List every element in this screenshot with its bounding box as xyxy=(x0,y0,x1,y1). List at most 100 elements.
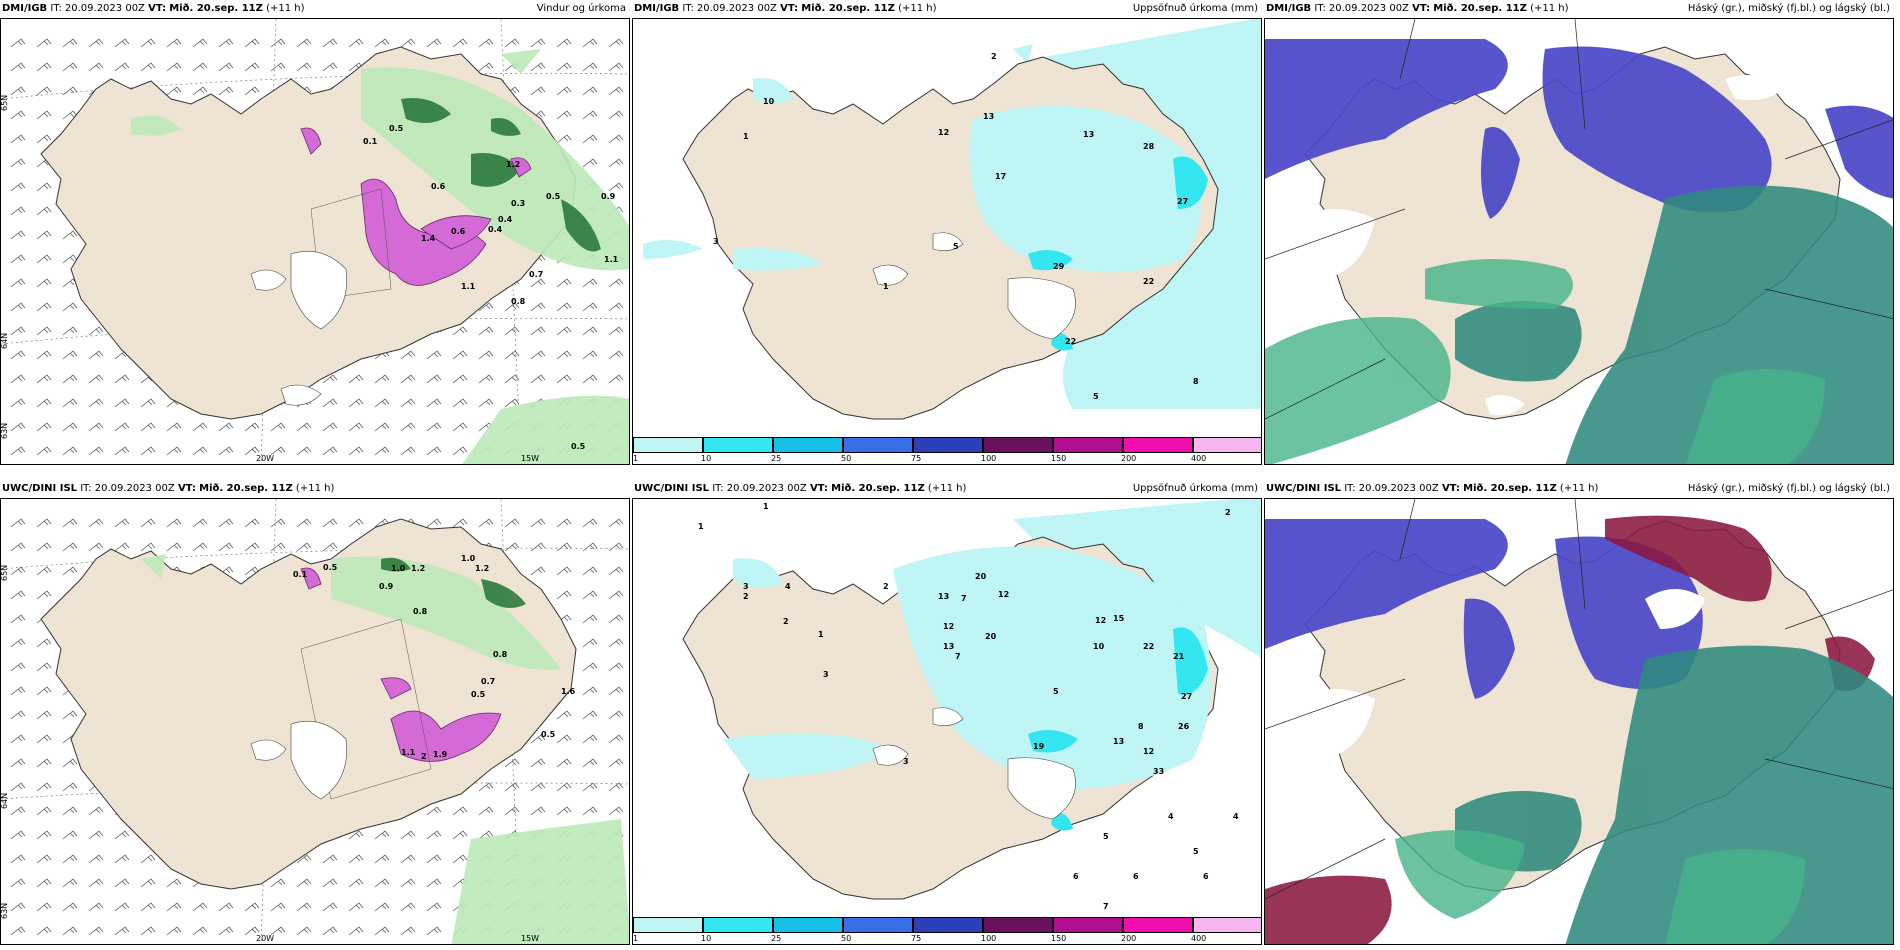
wind-barb xyxy=(452,326,468,336)
colorbar-tick: 75 xyxy=(911,934,922,943)
wind-barb xyxy=(348,926,364,936)
map-area[interactable]: 0.1 0.5 0.9 1.0 1.2 1.0 1.2 0.8 0.8 0.7 … xyxy=(0,498,630,945)
wind-barb xyxy=(608,134,624,144)
wind-barb xyxy=(10,878,26,888)
wind-barb xyxy=(608,38,624,48)
wind-barb xyxy=(166,926,182,936)
wind-barb xyxy=(62,86,78,96)
value-label: 20 xyxy=(985,632,997,641)
wind-barb xyxy=(608,302,624,312)
heavy-precip xyxy=(300,127,532,286)
map-area[interactable] xyxy=(1264,18,1894,465)
colorbar-swatch xyxy=(703,437,773,453)
precip-values: 2 10 1 12 13 13 28 17 27 5 22 29 22 5 8 … xyxy=(713,52,1199,401)
precip-values: 0.1 0.5 0.6 1.2 0.3 0.4 0.9 0.6 0.8 0.7 … xyxy=(363,124,619,451)
wind-barb xyxy=(62,230,78,240)
wind-barb xyxy=(322,38,338,48)
panel-header-left: UWC/DINI ISL IT: 20.09.2023 00Z VT: Mið.… xyxy=(634,480,966,498)
wind-barb xyxy=(62,62,78,72)
wind-barb xyxy=(36,422,52,432)
panel-dmi-wind: DMI/IGB IT: 20.09.2023 00Z VT: Mið. 20.s… xyxy=(0,0,630,465)
wind-barb xyxy=(10,542,26,552)
colorbar: 1 10 25 50 75 100 150 200 400 xyxy=(633,914,1261,944)
it-value: 20.09.2023 00Z xyxy=(696,3,777,14)
wind-barb xyxy=(296,542,312,552)
wind-barb xyxy=(400,350,416,360)
wind-barb xyxy=(582,86,598,96)
map-area[interactable]: 0.1 0.5 0.6 1.2 0.3 0.4 0.9 0.6 0.8 0.7 … xyxy=(0,18,630,465)
wind-barb xyxy=(530,806,546,816)
wind-barb xyxy=(36,542,52,552)
wind-barb xyxy=(270,542,286,552)
value-label: 8 xyxy=(1193,377,1199,386)
value-label: 12 xyxy=(1143,747,1154,756)
wind-barb xyxy=(36,134,52,144)
wind-barb xyxy=(36,686,52,696)
glaciers xyxy=(872,232,1076,340)
axis-labels: 20W 15W 65N 64N 63N xyxy=(1,565,539,943)
wind-barb xyxy=(88,542,104,552)
map-area[interactable]: 1 1 3 2 4 2 1 2 13 7 20 12 12 13 20 7 3 … xyxy=(632,498,1262,945)
wind-barb xyxy=(114,62,130,72)
value-label: 4 xyxy=(1233,812,1239,821)
wind-barb xyxy=(296,902,312,912)
wind-barb xyxy=(426,830,442,840)
wind-barb xyxy=(478,830,494,840)
value-label: 0.4 xyxy=(498,215,513,224)
panel-header: UWC/DINI ISL IT: 20.09.2023 00Z VT: Mið.… xyxy=(1264,480,1894,498)
vt-label: VT: xyxy=(780,3,799,14)
wind-barb xyxy=(322,902,338,912)
value-label: 27 xyxy=(1181,692,1192,701)
lead-time: (+11 h) xyxy=(1530,3,1569,14)
wind-barb xyxy=(140,902,156,912)
value-label: 22 xyxy=(1143,642,1154,651)
lead-time: (+11 h) xyxy=(898,3,937,14)
wind-barb xyxy=(166,542,182,552)
wind-barb xyxy=(166,878,182,888)
wind-barb xyxy=(400,830,416,840)
it-value: 20.09.2023 00Z xyxy=(1358,483,1439,494)
wind-barb xyxy=(10,710,26,720)
wind-barb xyxy=(504,38,520,48)
map-area[interactable] xyxy=(1264,498,1894,945)
wind-barb xyxy=(608,278,624,288)
wind-barb xyxy=(348,518,364,528)
wind-barb xyxy=(88,350,104,360)
wind-barb xyxy=(270,878,286,888)
wind-barb xyxy=(192,902,208,912)
value-label: 1 xyxy=(698,522,704,531)
wind-barb xyxy=(166,62,182,72)
glaciers xyxy=(872,707,1076,820)
value-label: 1 xyxy=(743,132,749,141)
value-label: 1.9 xyxy=(433,750,448,759)
wind-barb xyxy=(36,590,52,600)
wind-barb xyxy=(114,878,130,888)
wind-barb xyxy=(348,830,364,840)
wind-barb xyxy=(88,806,104,816)
it-label: IT: xyxy=(712,483,724,494)
wind-barb xyxy=(530,302,546,312)
land-precip-strong xyxy=(1028,627,1208,831)
vt-label: VT: xyxy=(177,483,196,494)
colorbar-swatch xyxy=(633,437,703,453)
map-area[interactable]: 2 10 1 12 13 13 28 17 27 5 22 29 22 5 8 … xyxy=(632,18,1262,465)
wind-barb xyxy=(218,518,234,528)
wind-barb xyxy=(10,518,26,528)
wind-barb xyxy=(556,110,572,120)
wind-barb xyxy=(530,758,546,768)
wind-barb xyxy=(608,182,624,192)
wind-barb xyxy=(192,62,208,72)
wind-barb xyxy=(244,38,260,48)
wind-barb xyxy=(218,542,234,552)
wind-barb xyxy=(582,710,598,720)
wind-barb xyxy=(374,830,390,840)
value-label: 13 xyxy=(938,592,949,601)
wind-barb xyxy=(426,518,442,528)
colorbar-swatch xyxy=(983,437,1053,453)
wind-barb xyxy=(608,518,624,528)
wind-barb xyxy=(556,734,572,744)
glaciers xyxy=(250,720,347,800)
vt-label: VT: xyxy=(809,483,828,494)
lead-time: (+11 h) xyxy=(295,483,335,494)
wind-barb xyxy=(400,878,416,888)
